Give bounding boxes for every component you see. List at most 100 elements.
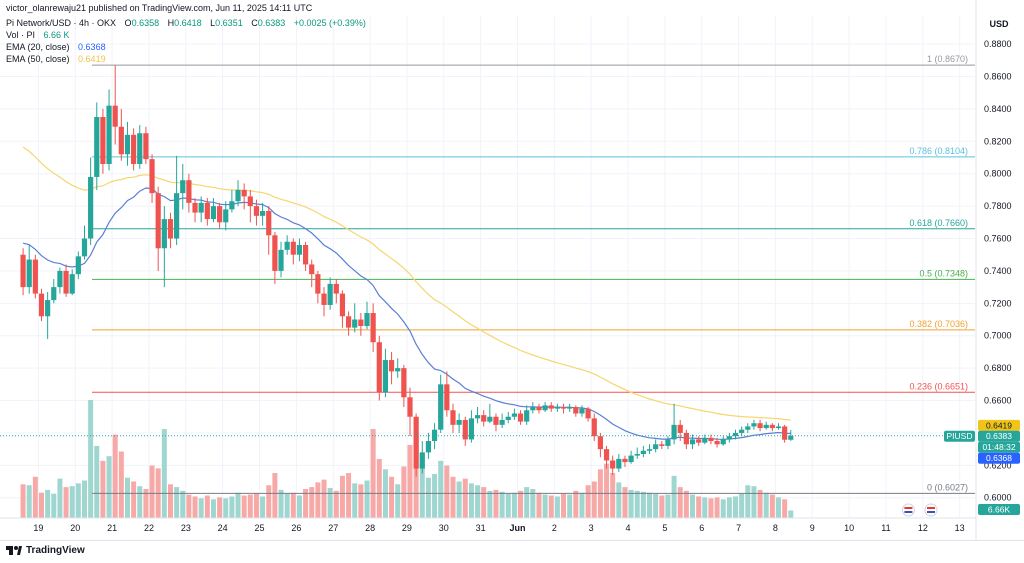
candle-body: [69, 274, 75, 294]
volume-bar: [401, 466, 407, 518]
candle-body: [149, 159, 155, 194]
volume-bar: [63, 487, 69, 518]
volume-bar: [622, 487, 628, 518]
tradingview-logo[interactable]: TradingView: [6, 545, 85, 556]
volume-bar: [739, 493, 745, 518]
fib-label-3: 0.5 (0.7348): [919, 268, 968, 278]
ohlc-close-label: C: [251, 18, 258, 28]
candle-body: [720, 439, 726, 445]
ema20-legend[interactable]: EMA (20, close) 0.6368: [6, 42, 106, 52]
candle-body: [548, 405, 554, 409]
volume-legend[interactable]: Vol · PI 6.66 K: [6, 30, 70, 40]
volume-bar: [567, 494, 573, 518]
x-tick-label-20: 8: [773, 523, 778, 533]
candle-body: [345, 316, 352, 328]
candle-body: [726, 436, 732, 440]
candle-body: [425, 441, 432, 453]
candle-body: [210, 206, 217, 220]
event-flag-icon: [924, 503, 938, 517]
volume-bar: [106, 456, 112, 518]
volume-bar: [69, 486, 75, 518]
footer-bar: TradingView: [0, 540, 1024, 559]
candle-body: [51, 287, 57, 301]
volume-bar: [757, 489, 763, 518]
x-tick-label-8: 27: [328, 523, 338, 533]
candle-body: [622, 458, 628, 463]
candle-body: [327, 283, 333, 305]
candle-body: [603, 449, 610, 461]
volume-bar: [352, 483, 358, 518]
volume-bar: [266, 485, 272, 518]
countdown-tag-bg: [978, 441, 1020, 453]
candle-body: [382, 360, 389, 393]
candle-body: [530, 407, 536, 411]
candle-body: [118, 126, 124, 155]
volume-bar: [241, 495, 247, 518]
volume-bar: [51, 493, 57, 518]
symbol-title[interactable]: Pi Network/USD · 4h · OKX: [6, 18, 117, 28]
candle-body: [352, 319, 358, 328]
x-tick-label-6: 25: [255, 523, 265, 533]
fib-label-4: 0.382 (0.7036): [909, 319, 968, 329]
candle-body: [573, 407, 579, 414]
candle-body: [364, 313, 370, 327]
candle-body: [751, 423, 757, 427]
volume-bar: [57, 478, 63, 518]
candle-body: [266, 210, 272, 236]
candle-body: [517, 413, 524, 422]
candle-body: [431, 429, 438, 442]
candle-body: [358, 319, 364, 327]
symbol-line: Pi Network/USD · 4h · OKX O0.6358 H0.641…: [6, 18, 366, 28]
ohlc-low: 0.6351: [215, 18, 243, 28]
candle-body: [640, 450, 646, 455]
candle-body: [782, 426, 788, 440]
candle-body: [745, 426, 751, 430]
candle-body: [474, 415, 481, 419]
volume-bar: [192, 496, 198, 518]
volume-bar: [296, 495, 302, 518]
volume-bar: [272, 473, 278, 518]
tradingview-brand: TradingView: [26, 545, 85, 556]
volume-bar: [370, 429, 376, 518]
volume-bar: [309, 487, 315, 518]
candle-body: [137, 133, 143, 164]
volume-bar: [81, 480, 87, 518]
ema20-label: EMA (20, close): [6, 42, 70, 52]
volume-bar: [604, 463, 610, 518]
candle-body: [88, 176, 94, 239]
volume-bar: [444, 465, 450, 518]
volume-bar: [726, 497, 732, 518]
candle-body: [302, 245, 309, 265]
candle-body: [167, 219, 174, 239]
candle-body: [536, 407, 542, 411]
volume-bar: [321, 479, 327, 518]
candle-body: [309, 264, 315, 275]
volume-bar: [38, 492, 44, 518]
candle-body: [370, 313, 376, 343]
volume-bar: [223, 498, 229, 518]
ohlc-change: +0.0025 (+0.39%): [293, 18, 366, 28]
candle-body: [788, 435, 794, 440]
x-tick-label-11: 30: [439, 523, 449, 533]
ema50-legend[interactable]: EMA (50, close) 0.6419: [6, 54, 106, 64]
y-tick-label-2: 0.8400: [984, 104, 1012, 114]
volume-bar: [554, 496, 560, 518]
volume-bar: [186, 494, 192, 518]
ema20-value: 0.6368: [78, 42, 106, 52]
candle-body: [462, 419, 468, 440]
last-price-tag-bg: [978, 430, 1020, 442]
x-tick-label-21: 9: [810, 523, 815, 533]
volume-bar: [290, 492, 296, 518]
y-tick-label-1: 0.8600: [984, 72, 1012, 82]
candle-body: [456, 419, 462, 425]
volume-tag: 6.66K: [988, 505, 1011, 515]
volume-bar: [124, 477, 130, 518]
tradingview-logo-icon: [6, 546, 22, 555]
candle-body: [333, 283, 339, 294]
publisher-text: victor_olanrewaju21 published on Trading…: [6, 3, 313, 13]
volume-bar: [647, 492, 653, 518]
volume-bar: [45, 489, 51, 518]
event-flag-stripe: [927, 511, 935, 513]
